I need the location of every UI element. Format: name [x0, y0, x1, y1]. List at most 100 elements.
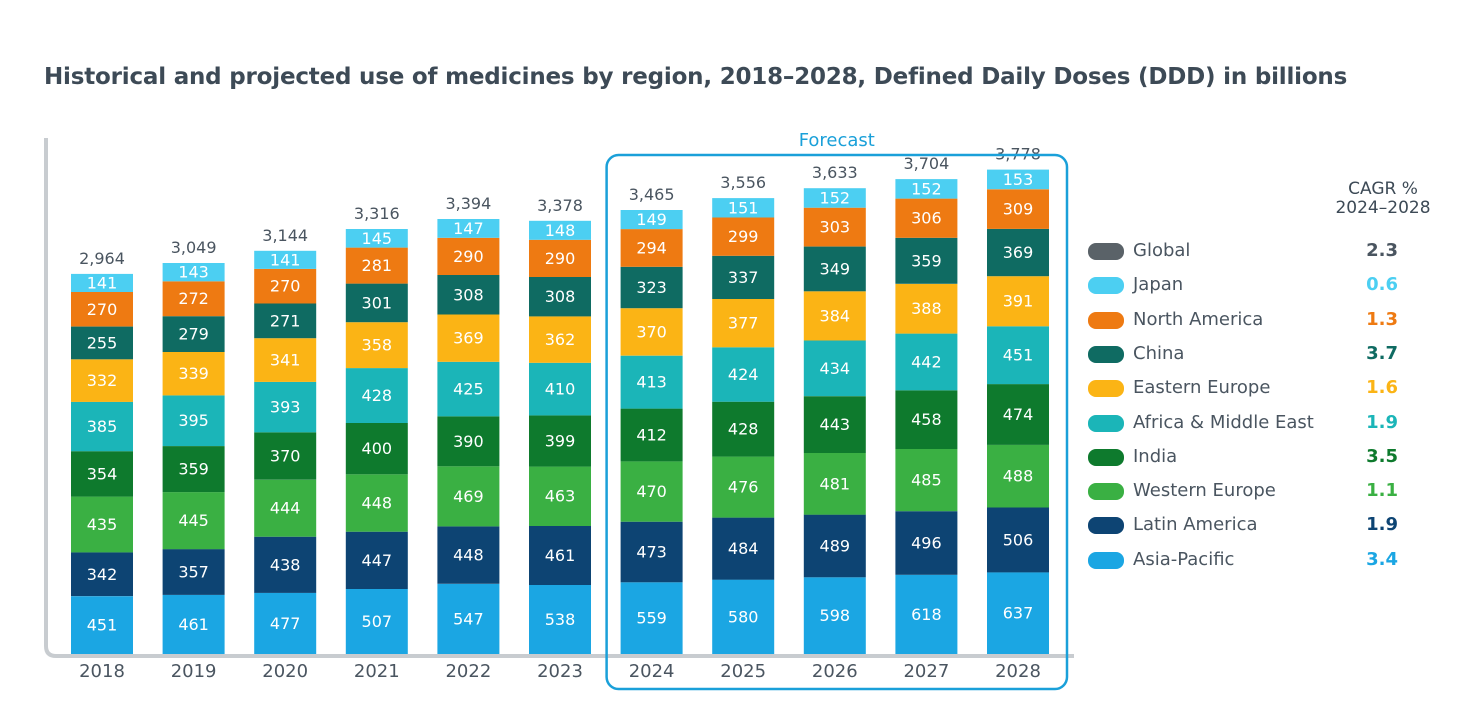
legend-name-north-america: North America — [1133, 308, 1264, 330]
segment-label-india-2023: 399 — [545, 432, 576, 451]
bar-segment-asia-pacific-2022 — [437, 583, 500, 654]
legend-item-china: China 3.7 — [1088, 339, 1448, 369]
segment-label-north-america-2028: 309 — [1003, 200, 1034, 219]
bar-segment-latin-america-2018 — [71, 552, 133, 597]
bar-segment-china-2027 — [895, 237, 958, 284]
segment-label-north-america-2024: 294 — [636, 239, 667, 258]
segment-label-asia-pacific-2019: 461 — [178, 615, 209, 634]
bar-segment-china-2028 — [987, 228, 1049, 277]
bar-segment-latin-america-2019 — [162, 549, 225, 595]
bar-segment-asia-pacific-2025 — [712, 579, 775, 654]
total-label-2025: 3,556 — [720, 173, 766, 192]
bar-segment-africa-middle-east-2025 — [712, 347, 775, 402]
bar-segment-north-america-2020 — [254, 268, 317, 304]
x-tick-2021: 2021 — [354, 661, 400, 682]
legend-item-africa-middle-east: Africa & Middle East 1.9 — [1088, 408, 1448, 438]
segment-label-japan-2025: 151 — [728, 198, 759, 217]
bar-segment-western-europe-2026 — [803, 453, 866, 515]
legend-swatch-global — [1088, 243, 1124, 260]
segment-label-north-america-2026: 303 — [820, 218, 851, 237]
bar-segment-north-america-2026 — [803, 207, 866, 247]
segment-label-eastern-europe-2022: 369 — [453, 329, 484, 348]
segment-label-eastern-europe-2019: 339 — [178, 364, 209, 383]
x-tick-2022: 2022 — [445, 661, 491, 682]
bar-segment-latin-america-2025 — [712, 517, 775, 580]
segment-label-north-america-2020: 270 — [270, 277, 301, 296]
bar-segment-japan-2019 — [162, 263, 225, 282]
bar-segment-western-europe-2027 — [895, 449, 958, 512]
segment-label-north-america-2021: 281 — [362, 256, 393, 275]
bar-segment-eastern-europe-2018 — [71, 359, 133, 402]
segment-label-latin-america-2021: 447 — [362, 551, 393, 570]
segment-label-western-europe-2024: 470 — [636, 482, 667, 501]
bar-segment-asia-pacific-2023 — [529, 585, 591, 654]
bar-segment-western-europe-2024 — [620, 461, 683, 522]
total-label-2026: 3,633 — [812, 163, 858, 182]
segment-label-india-2027: 458 — [911, 410, 942, 429]
bar-segment-western-europe-2022 — [437, 466, 500, 527]
bar-segment-north-america-2022 — [437, 237, 500, 275]
bar-segment-western-europe-2028 — [987, 444, 1049, 508]
bar-segment-india-2022 — [437, 416, 500, 467]
x-tick-2026: 2026 — [812, 661, 858, 682]
segment-label-eastern-europe-2018: 332 — [87, 371, 118, 390]
segment-label-eastern-europe-2020: 341 — [270, 351, 301, 370]
segment-label-japan-2020: 141 — [270, 250, 301, 269]
segment-label-japan-2022: 147 — [453, 219, 484, 238]
segment-label-africa-middle-east-2024: 413 — [636, 373, 667, 392]
forecast-frame — [605, 153, 1069, 691]
segment-label-eastern-europe-2027: 388 — [911, 299, 942, 318]
bar-segment-eastern-europe-2020 — [254, 338, 317, 382]
legend-item-western-europe: Western Europe 1.1 — [1088, 476, 1448, 506]
segment-label-india-2022: 390 — [453, 432, 484, 451]
legend-name-latin-america: Latin America — [1133, 514, 1258, 536]
x-tick-2019: 2019 — [171, 661, 217, 682]
segment-label-india-2018: 354 — [87, 464, 118, 483]
segment-label-japan-2028: 153 — [1003, 170, 1034, 189]
segment-label-india-2020: 370 — [270, 447, 301, 466]
bar-segment-japan-2028 — [987, 169, 1049, 190]
segment-label-africa-middle-east-2020: 393 — [270, 398, 301, 417]
legend-cagr-africa-middle-east: 1.9 — [1366, 411, 1398, 433]
bar-segment-india-2021 — [345, 423, 408, 475]
x-tick-2020: 2020 — [262, 661, 308, 682]
segment-label-africa-middle-east-2021: 428 — [362, 386, 393, 405]
segment-label-africa-middle-east-2027: 442 — [911, 352, 942, 371]
bar-segment-india-2028 — [987, 384, 1049, 445]
segment-label-eastern-europe-2028: 391 — [1003, 292, 1034, 311]
segment-label-western-europe-2025: 476 — [728, 478, 759, 497]
total-label-2019: 3,049 — [171, 238, 217, 257]
segment-label-china-2019: 279 — [178, 325, 209, 344]
bar-segment-north-america-2027 — [895, 198, 958, 238]
bar-segment-africa-middle-east-2027 — [895, 333, 958, 391]
cagr-header-line-1: CAGR % — [1348, 179, 1418, 199]
segment-label-north-america-2019: 272 — [178, 289, 209, 308]
segment-label-western-europe-2023: 463 — [545, 487, 576, 506]
legend-name-japan: Japan — [1133, 274, 1184, 296]
bar-segment-japan-2025 — [712, 198, 775, 218]
legend-cagr-eastern-europe: 1.6 — [1366, 377, 1398, 399]
bar-segment-latin-america-2026 — [803, 514, 866, 578]
segment-label-africa-middle-east-2028: 451 — [1003, 346, 1034, 365]
bar-segment-asia-pacific-2020 — [254, 592, 317, 654]
legend-swatch-africa-middle-east — [1088, 414, 1124, 432]
bar-segment-africa-middle-east-2020 — [254, 381, 317, 433]
segment-label-latin-america-2018: 342 — [87, 565, 118, 584]
bar-segment-latin-america-2028 — [987, 507, 1049, 573]
segment-label-asia-pacific-2026: 598 — [820, 606, 851, 625]
segment-label-asia-pacific-2025: 580 — [728, 607, 759, 626]
bar-segment-china-2022 — [437, 275, 500, 315]
bar-segment-africa-middle-east-2026 — [803, 340, 866, 397]
segment-label-china-2022: 308 — [453, 285, 484, 304]
legend-cagr-north-america: 1.3 — [1366, 308, 1398, 330]
segment-label-western-europe-2018: 435 — [87, 515, 118, 534]
bar-segment-eastern-europe-2024 — [620, 308, 683, 356]
cagr-header-line-2: 2024–2028 — [1335, 198, 1431, 218]
bar-segment-asia-pacific-2028 — [987, 572, 1049, 654]
segment-label-north-america-2023: 290 — [545, 249, 576, 268]
bar-segment-china-2019 — [162, 316, 225, 352]
bar-segment-africa-middle-east-2021 — [345, 368, 408, 423]
bar-segment-western-europe-2025 — [712, 456, 775, 518]
legend-swatch-india — [1088, 448, 1124, 466]
segment-label-asia-pacific-2023: 538 — [545, 610, 576, 629]
